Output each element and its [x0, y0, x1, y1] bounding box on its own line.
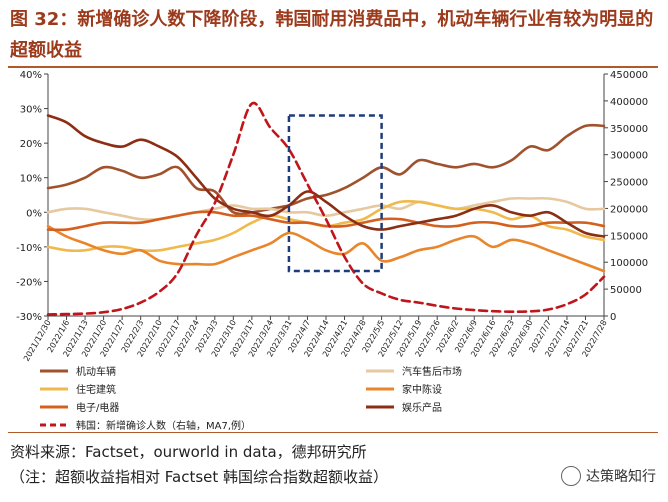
right-tick-label: 50000	[610, 285, 642, 296]
series-line-3	[46, 224, 606, 273]
legend-label-1: 汽车售后市场	[402, 365, 462, 378]
left-tick-label: -10%	[16, 243, 42, 254]
left-tick-label: 0%	[26, 208, 42, 219]
right-tick-label: 150000	[610, 231, 648, 242]
watermark-text: 达策略知行	[586, 469, 656, 485]
watermark: 达策略知行	[561, 466, 656, 486]
chart-svg: 40% 30% 20% 10% 0% -10% -20% -30% 450000 400000 35…	[16, 70, 648, 432]
right-tick-label: 350000	[610, 124, 648, 135]
series-line-5	[46, 114, 606, 238]
series-line-6	[46, 101, 606, 316]
series-line-0	[46, 123, 606, 216]
left-tick-label: 20%	[20, 139, 42, 150]
bottom-rule	[8, 432, 658, 433]
right-tick-label: 200000	[610, 204, 648, 215]
right-tick-label: 450000	[610, 70, 648, 81]
left-tick-label: 40%	[20, 70, 42, 81]
legend-label-6: 韩国：新增确诊人数（右轴，MA7,例）	[76, 419, 251, 432]
right-tick-label: 100000	[610, 258, 648, 269]
source-text: 资料来源：Factset，ourworld in data，德邦研究所	[10, 443, 367, 461]
title-rule	[8, 66, 658, 68]
highlight-box	[287, 114, 383, 273]
x-tick-label: 2021/12/30	[22, 319, 53, 363]
legend-label-0: 机动车辆	[76, 365, 116, 378]
legend-label-2: 住宅建筑	[76, 383, 116, 396]
legend-label-5: 娱乐产品	[402, 401, 442, 414]
legend-label-3: 家中陈设	[402, 383, 442, 396]
right-tick-label: 300000	[610, 151, 648, 162]
left-tick-label: -20%	[16, 277, 42, 288]
figure-title: 图 32：新增确诊人数下降阶段，韩国耐用消费品中，机动车辆行业有较为明显的超额收…	[10, 9, 654, 61]
right-tick-label: 250000	[610, 178, 648, 189]
note-text: （注：超额收益指相对 Factset 韩国综合指数超额收益）	[10, 468, 389, 486]
right-tick-label: 0	[610, 312, 616, 323]
left-tick-label: -30%	[16, 312, 42, 323]
wechat-icon	[561, 466, 581, 486]
right-tick-label: 400000	[610, 97, 648, 108]
legend-label-4: 电子/电器	[76, 401, 119, 414]
left-tick-label: 10%	[20, 174, 42, 185]
series-line-1	[46, 196, 606, 221]
series-line-4	[46, 210, 606, 232]
left-tick-label: 30%	[20, 105, 42, 116]
